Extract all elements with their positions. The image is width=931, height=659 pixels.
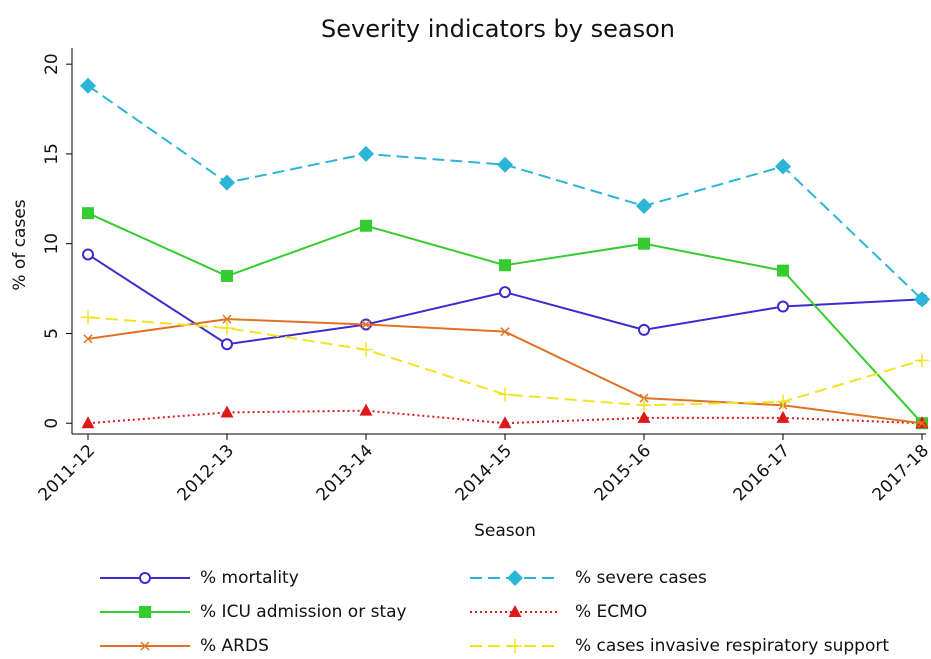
data-point (914, 291, 930, 308)
data-point (498, 387, 512, 402)
data-point (219, 174, 235, 191)
data-point (917, 418, 927, 428)
data-point (775, 158, 791, 175)
legend-marker (508, 605, 522, 617)
data-point (359, 342, 373, 357)
legend-label: % mortality (200, 568, 299, 588)
data-point (83, 334, 93, 344)
data-point (637, 410, 651, 423)
data-point (81, 310, 95, 325)
data-point (498, 416, 512, 429)
y-axis-label: % of cases (10, 199, 30, 290)
data-point (360, 219, 372, 232)
data-point (82, 248, 94, 261)
legend-marker (140, 641, 150, 651)
data-point (637, 398, 651, 413)
data-point (222, 314, 232, 324)
legend-marker (139, 606, 151, 618)
x-tick-label: 2016-17 (730, 441, 794, 505)
legend-label: % severe cases (575, 568, 707, 588)
data-point (500, 327, 510, 337)
y-tick-label: 10 (42, 233, 62, 255)
data-point (638, 237, 650, 250)
x-tick-label: 2011-12 (35, 441, 99, 505)
data-point (499, 286, 511, 299)
data-point (915, 353, 929, 368)
data-point (220, 405, 234, 418)
y-tick-label: 5 (42, 328, 62, 339)
legend-marker (139, 572, 151, 584)
data-point (82, 207, 94, 220)
x-tick-label: 2012-13 (174, 441, 238, 505)
data-point (776, 410, 790, 423)
data-point (358, 145, 374, 162)
data-point (80, 77, 96, 94)
legend-label: % ICU admission or stay (200, 602, 407, 622)
y-tick-label: 0 (42, 418, 62, 429)
data-point (638, 323, 650, 336)
data-point (499, 259, 511, 272)
legend-label: % ARDS (200, 636, 269, 656)
data-point (220, 321, 234, 336)
data-point (361, 319, 371, 330)
legend-label: % ECMO (575, 602, 647, 622)
data-point (776, 394, 790, 409)
x-tick-label: 2014-15 (452, 441, 516, 505)
data-point (221, 270, 233, 283)
legend-label: % cases invasive respiratory support (575, 636, 889, 656)
chart-title: Severity indicators by season (321, 15, 675, 43)
data-point (221, 338, 233, 351)
legend-marker (507, 570, 523, 586)
data-point (777, 300, 789, 313)
data-point (777, 264, 789, 277)
y-tick-label: 15 (42, 143, 62, 165)
data-point (497, 156, 513, 173)
legend-marker (508, 639, 522, 653)
data-point (359, 403, 373, 416)
x-tick-label: 2015-16 (591, 441, 655, 505)
x-tick-label: 2017-18 (869, 441, 931, 505)
data-point (639, 393, 649, 403)
data-point (81, 416, 95, 429)
x-axis-label: Season (474, 521, 536, 541)
x-tick-label: 2013-14 (313, 441, 377, 505)
data-point (636, 197, 652, 214)
y-tick-label: 20 (42, 53, 62, 75)
